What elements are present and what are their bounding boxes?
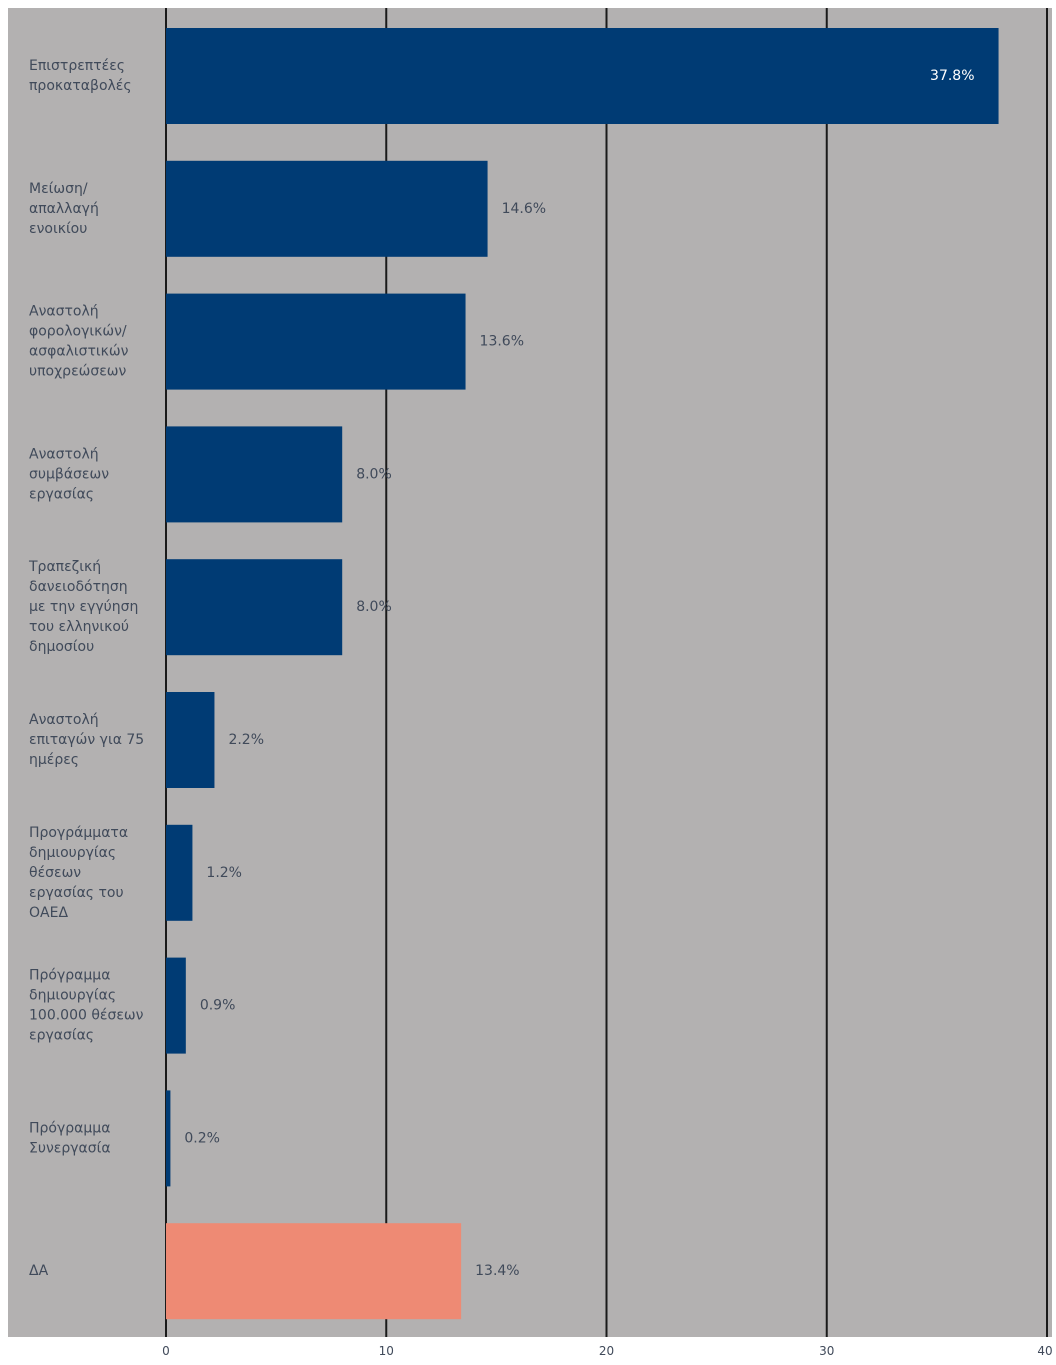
bar-1: [166, 28, 999, 124]
x-tick-label-30: 30: [819, 1344, 834, 1358]
x-tick-label-10: 10: [379, 1344, 394, 1358]
value-label-4: 8.0%: [356, 466, 392, 482]
value-label-6: 2.2%: [228, 732, 264, 748]
value-label-1: 37.8%: [930, 68, 974, 84]
x-tick-label-20: 20: [599, 1344, 614, 1358]
category-label-10: ΔΑ: [29, 1263, 49, 1279]
value-label-10: 13.4%: [475, 1263, 519, 1279]
value-label-2: 14.6%: [502, 201, 546, 217]
value-label-9: 0.2%: [184, 1130, 220, 1146]
bar-4: [166, 426, 342, 522]
bar-9: [166, 1090, 170, 1186]
bar-8: [166, 958, 186, 1054]
value-label-7: 1.2%: [206, 865, 242, 881]
x-tick-label-40: 40: [1037, 1344, 1052, 1358]
bar-10: [166, 1223, 461, 1319]
bar-2: [166, 161, 488, 257]
bar-5: [166, 559, 342, 655]
bar-6: [166, 692, 214, 788]
bar-7: [166, 825, 192, 921]
value-label-5: 8.0%: [356, 599, 392, 615]
value-label-8: 0.9%: [200, 998, 236, 1014]
x-tick-label-0: 0: [162, 1344, 170, 1358]
value-label-3: 13.6%: [480, 334, 524, 350]
bar-3: [166, 294, 466, 390]
